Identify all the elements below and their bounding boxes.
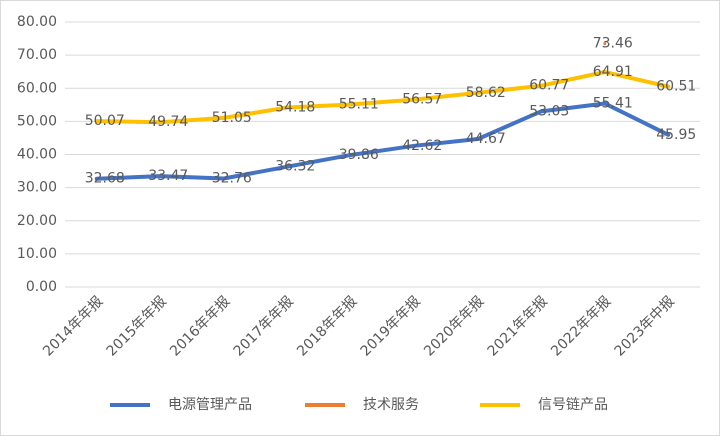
data-label: 32.76	[212, 170, 252, 186]
data-label: 58.62	[466, 85, 506, 101]
data-label: 39.86	[339, 147, 379, 163]
data-label: 54.18	[275, 100, 315, 116]
data-label: 73.46	[593, 36, 633, 52]
legend-label: 技术服务	[363, 397, 419, 413]
data-label: 49.74	[148, 114, 188, 130]
data-label: 32.68	[85, 171, 125, 187]
y-tick-label: 60.00	[17, 80, 57, 96]
data-label: 42.62	[402, 138, 442, 154]
y-tick-label: 80.00	[17, 14, 57, 30]
data-label: 55.11	[339, 96, 379, 112]
data-label: 53.03	[529, 103, 569, 119]
series-line	[94, 101, 671, 181]
data-label: 60.51	[656, 79, 696, 95]
series-line	[94, 69, 671, 125]
data-label: 51.05	[212, 110, 252, 126]
data-label: 45.95	[656, 127, 696, 143]
data-label: 33.47	[148, 168, 188, 184]
data-label: 36.32	[275, 159, 315, 175]
data-label: 50.07	[85, 113, 125, 129]
y-tick-label: 30.00	[17, 180, 57, 196]
y-tick-label: 70.00	[17, 47, 57, 63]
legend-label: 信号链产品	[538, 397, 608, 413]
y-tick-label: 20.00	[17, 213, 57, 229]
y-tick-label: 50.00	[17, 113, 57, 129]
data-label: 60.77	[529, 78, 569, 94]
y-tick-label: 10.00	[17, 246, 57, 262]
data-label: 64.91	[593, 64, 633, 80]
series-point	[603, 42, 607, 46]
y-tick-label: 40.00	[17, 147, 57, 163]
data-label: 55.41	[593, 95, 633, 111]
y-tick-label: 0.00	[26, 279, 57, 295]
legend-label: 电源管理产品	[168, 397, 252, 413]
data-label: 56.57	[402, 92, 442, 108]
data-label: 44.67	[466, 131, 506, 147]
